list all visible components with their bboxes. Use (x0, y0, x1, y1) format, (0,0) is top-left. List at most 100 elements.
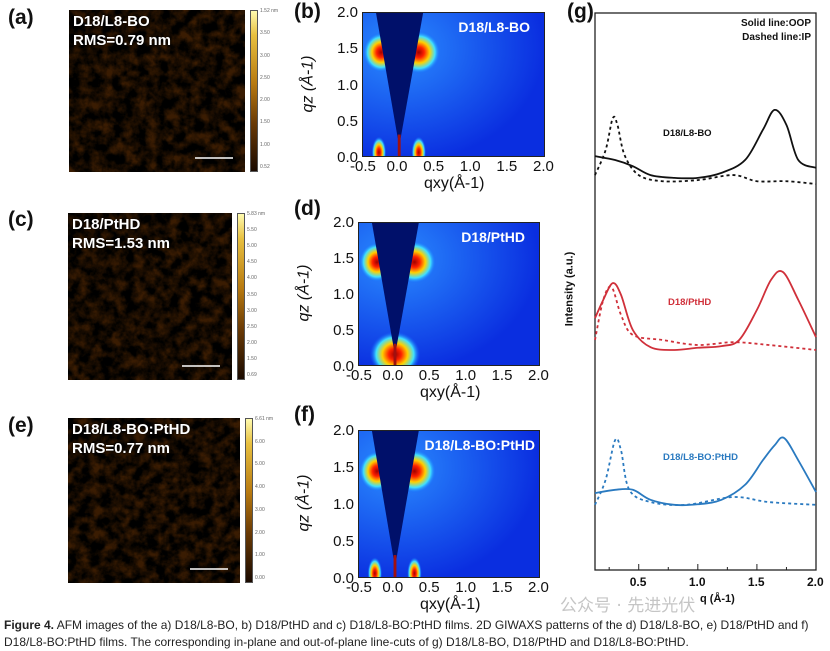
colorbar-tick-label: 0.52 (260, 164, 270, 170)
caption-label: Figure 4. (4, 618, 55, 632)
colorbar-tick-label: 1.50 (260, 119, 270, 126)
y-tick-label: 0.5 (333, 533, 354, 550)
x-tick-label: 1.5 (496, 158, 518, 175)
x-tick-label: -0.5 (346, 579, 372, 596)
giwaxs-image (359, 223, 539, 378)
missing-wedge (376, 13, 424, 139)
x-tick-label: 1.0 (455, 367, 477, 384)
giwaxs-image (363, 13, 544, 169)
colorbar-tick-label: 5.50 (247, 227, 257, 234)
series-oop-line (594, 436, 817, 507)
series-annotation: D18/PtHD (668, 297, 712, 308)
giwaxs-pattern: D18/L8-BO:PtHD (358, 430, 540, 590)
missing-wedge (371, 431, 419, 559)
afm-sample-label: D18/L8-BO:PtHD (72, 421, 191, 438)
x-tick-label: 1.5 (747, 575, 765, 589)
series-oop-line (594, 270, 817, 351)
line-style-note: Dashed line:IP (742, 32, 811, 43)
colorbar-tick-label: 5.00 (247, 243, 257, 250)
giwaxs-pattern: D18/L8-BO (362, 12, 545, 169)
x-axis-label: qxy(Å-1) (420, 596, 481, 613)
giwaxs-pattern: D18/PtHD (358, 222, 540, 378)
y-tick-label: 0.5 (333, 322, 354, 339)
watermark: 公众号 · 先进光伏 (560, 596, 696, 616)
panel-label-b: (b) (294, 0, 321, 23)
colorbar-tick-label: 2.00 (260, 97, 270, 104)
afm-annotation: D18/L8-BO RMS=0.79 nm (73, 12, 171, 50)
x-tick-label: 0.0 (382, 367, 404, 384)
series-annotation: D18/L8-BO:PtHD (663, 452, 738, 463)
y-tick-label: 0.0 (337, 149, 358, 166)
x-tick-label: 2.0 (528, 367, 549, 384)
x-tick-label: 1.0 (688, 575, 706, 589)
x-tick-label: 1.0 (455, 579, 477, 596)
y-tick-label: 2.0 (333, 214, 354, 231)
colorbar-tick-label: 5.83 nm (247, 211, 266, 217)
x-tick-label: 1.0 (459, 158, 481, 175)
series-ip-line (594, 115, 817, 185)
afm-height-map (68, 213, 232, 380)
y-tick-label: 0.5 (337, 112, 358, 130)
colorbar-tick-label: 4.00 (247, 275, 257, 282)
y-tick-label: 1.5 (333, 459, 354, 476)
x-axis-label: qxy(Å-1) (424, 175, 485, 192)
x-tick-label: 0.5 (423, 158, 445, 175)
specular-rod (393, 343, 397, 365)
y-tick-label: 2.0 (337, 4, 358, 21)
y-tick-label: 0.0 (333, 570, 354, 587)
series-annotation: D18/L8-BO (663, 128, 712, 139)
colorbar-tick-label: 2.50 (247, 323, 257, 330)
x-tick-label: 1.5 (491, 579, 513, 596)
x-tick-label: 2.0 (807, 575, 824, 589)
panel-label-f: (f) (294, 403, 315, 426)
y-tick-label: 1.5 (333, 250, 354, 267)
afm-sample-label: D18/L8-BO (73, 13, 150, 30)
colorbar-tick-label: 0.00 (255, 575, 265, 581)
colorbar-tick-label: 5.00 (255, 461, 265, 468)
y-tick-label: 0.0 (333, 358, 354, 375)
x-tick-label: 0.0 (382, 579, 404, 596)
colorbar-tick-label: 3.00 (260, 52, 270, 59)
afm-annotation: D18/L8-BO:PtHD RMS=0.77 nm (72, 420, 190, 458)
y-tick-label: 1.0 (337, 76, 358, 94)
colorbar-tick-label: 2.50 (260, 74, 270, 81)
x-axis-label: qxy(Å-1) (420, 384, 481, 401)
colorbar-tick-label: 6.61 nm (255, 416, 274, 422)
afm-image: D18/L8-BO:PtHD RMS=0.77 nm (68, 418, 240, 583)
specular-rod (393, 555, 397, 577)
colorbar-tick-label: 0.69 (247, 372, 257, 378)
colorbar-tick-label: 4.00 (255, 484, 265, 491)
y-tick-label: 1.5 (337, 40, 358, 58)
x-tick-label: 2.0 (533, 158, 554, 175)
giwaxs-sample-label: D18/L8-BO (458, 19, 530, 35)
panel-label-c: (c) (8, 208, 34, 231)
afm-image: D18/L8-BO RMS=0.79 nm (69, 10, 245, 172)
y-tick-label: 1.0 (333, 496, 354, 513)
figure-caption: Figure 4. AFM images of the a) D18/L8-BO… (4, 617, 830, 651)
colorbar-tick-label: 6.00 (255, 438, 265, 445)
x-tick-label: -0.5 (346, 367, 372, 384)
series-oop-line (594, 109, 817, 180)
panel-label-a: (a) (8, 6, 34, 29)
caption-text: AFM images of the a) D18/L8-BO, b) D18/P… (4, 618, 809, 649)
y-tick-label: 1.0 (333, 286, 354, 303)
colorbar-tick-label: 2.00 (255, 529, 265, 536)
afm-rms-label: RMS=0.79 nm (73, 32, 171, 49)
x-tick-label: 2.0 (528, 579, 549, 596)
x-tick-label: 0.5 (418, 367, 440, 384)
x-tick-label: 0.5 (629, 575, 647, 589)
colorbar-tick-label: 1.00 (260, 141, 270, 148)
line-style-note: Solid line:OOP (740, 18, 811, 29)
afm-rms-label: RMS=1.53 nm (72, 235, 170, 252)
x-tick-label: 0.5 (418, 579, 440, 596)
afm-colorbar (250, 10, 258, 172)
x-tick-label: 1.5 (491, 367, 513, 384)
colorbar-tick-label: 3.00 (255, 506, 265, 513)
plot-frame (594, 12, 817, 571)
afm-image: D18/PtHD RMS=1.53 nm (68, 213, 232, 380)
x-axis-label: q (Å-1) (700, 593, 735, 605)
series-ip-line (594, 437, 817, 507)
afm-colorbar (237, 213, 245, 380)
panel-label-d: (d) (294, 197, 321, 220)
